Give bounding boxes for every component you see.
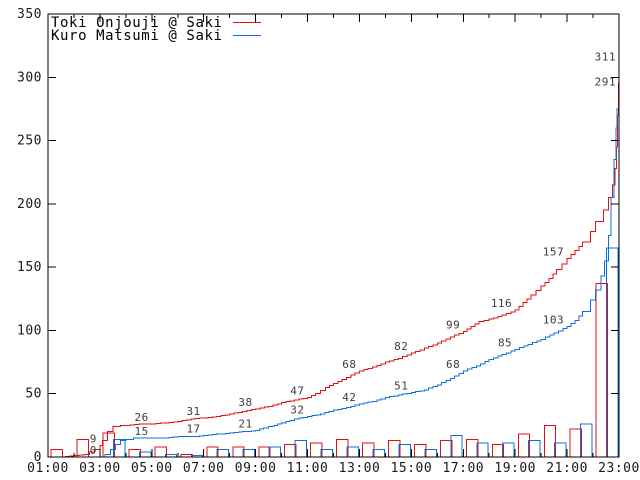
point-label: 15 — [135, 425, 149, 438]
bar-red-h18 — [491, 443, 505, 458]
y-tick-label: 0 — [34, 450, 42, 465]
bar-red-h16 — [439, 440, 453, 458]
bar-blue-h21 — [580, 423, 593, 458]
bar-blue-h13 — [372, 448, 385, 458]
bar-blue-h8 — [242, 448, 256, 458]
bar-red-h9 — [258, 446, 271, 458]
x-tick-label: 13:00 — [339, 461, 381, 476]
x-tick-label: 07:00 — [183, 461, 225, 476]
x-tick-label: 17:00 — [442, 461, 484, 476]
bar-red-h15 — [414, 443, 427, 458]
x-tick-label: 09:00 — [235, 461, 277, 476]
bar-red-h3 — [102, 432, 115, 458]
series-line-1 — [48, 88, 620, 458]
y-tick-label: 200 — [17, 197, 42, 212]
point-label: 99 — [446, 319, 460, 332]
point-label: 31 — [186, 405, 200, 418]
bar-red-h5 — [154, 446, 167, 458]
bar-red-h7 — [206, 446, 219, 458]
series-line-0 — [48, 63, 620, 458]
point-label: 103 — [543, 314, 564, 327]
y-tick-label: 350 — [17, 7, 42, 22]
x-tick-label: 03:00 — [79, 461, 121, 476]
x-tick-label: 01:00 — [27, 461, 69, 476]
y-tick-label: 250 — [17, 134, 42, 149]
y-tick-label: 100 — [17, 323, 42, 338]
bar-blue-h16 — [450, 435, 463, 458]
y-tick-label: 150 — [17, 260, 42, 275]
bar-blue-h19 — [528, 440, 541, 458]
bar-red-h8 — [232, 446, 245, 458]
bar-red-h14 — [388, 440, 401, 458]
point-label: 82 — [394, 340, 408, 353]
point-label: 157 — [543, 245, 564, 258]
legend-label-toki: Toki Onjouji @ Saki — [51, 14, 223, 31]
bar-blue-h20 — [554, 442, 567, 458]
x-tick-label: 11:00 — [287, 461, 329, 476]
point-label: 68 — [446, 358, 460, 371]
point-label: 291 — [595, 76, 616, 89]
bar-red-h20 — [543, 424, 557, 458]
plot-border — [47, 13, 620, 458]
bar-blue-h15 — [424, 448, 437, 458]
legend: Toki Onjouji @ Saki Kuro Matsumi @ Saki — [51, 14, 261, 44]
point-label: 38 — [238, 396, 252, 409]
x-tick-label: 21:00 — [546, 461, 588, 476]
bar-red-h22 — [595, 283, 609, 458]
bar-blue-h9 — [268, 446, 282, 458]
point-label: 51 — [394, 379, 408, 392]
bar-red-h21 — [569, 428, 583, 458]
legend-line-red — [232, 22, 261, 23]
point-label: 68 — [342, 358, 356, 371]
bar-blue-h22 — [606, 247, 619, 458]
point-label: 42 — [342, 391, 356, 404]
x-tick-label: 05:00 — [131, 461, 173, 476]
y-tick-label: 50 — [25, 387, 42, 402]
bar-blue-h18 — [502, 442, 515, 458]
point-label: 17 — [186, 423, 200, 436]
bar-blue-h10 — [294, 440, 308, 458]
bar-blue-h17 — [476, 442, 489, 458]
bar-blue-h12 — [346, 446, 359, 458]
bar-red-h12 — [336, 438, 349, 458]
legend-line-blue — [232, 35, 261, 36]
x-tick-label: 23:00 — [598, 461, 640, 476]
point-label: 26 — [135, 411, 149, 424]
bar-red-h13 — [362, 442, 375, 458]
point-label: 47 — [290, 385, 304, 398]
legend-item-toki: Toki Onjouji @ Saki — [51, 14, 261, 31]
bar-blue-h4 — [138, 451, 152, 458]
point-label: 32 — [290, 404, 304, 417]
bar-red-h1 — [50, 448, 63, 458]
bar-red-h11 — [310, 442, 323, 458]
bar-red-h4 — [128, 448, 141, 458]
legend-label-kuro: Kuro Matsumi @ Saki — [51, 27, 223, 44]
bar-red-h19 — [517, 433, 531, 458]
y-tick-label: 300 — [17, 70, 42, 85]
point-label: 9 — [90, 433, 97, 446]
legend-item-kuro: Kuro Matsumi @ Saki — [51, 27, 261, 44]
x-tick-label: 19:00 — [494, 461, 536, 476]
point-label: 116 — [491, 297, 512, 310]
point-label: 311 — [595, 50, 616, 63]
bar-red-h17 — [465, 438, 479, 458]
x-tick-label: 15:00 — [391, 461, 433, 476]
bar-red-h10 — [284, 443, 297, 458]
point-label: 0 — [90, 444, 97, 457]
point-label: 85 — [498, 336, 512, 349]
point-label: 21 — [238, 417, 252, 430]
bar-blue-h11 — [320, 448, 333, 458]
bar-blue-h14 — [398, 443, 411, 458]
bar-blue-h7 — [216, 448, 230, 458]
